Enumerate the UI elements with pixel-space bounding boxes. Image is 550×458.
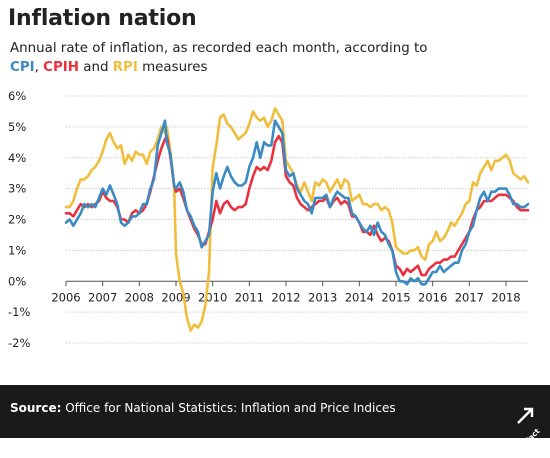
line-chart: -2% -1% 0% 1% 2% 3% 4% 5% 6% 2006 2007 2008 2009 201…: [8, 89, 530, 350]
x-tick-label: 2014: [345, 290, 374, 304]
subtitle-and: and: [83, 60, 109, 75]
x-tick-label: 2015: [381, 290, 410, 304]
y-tick-label: 5%: [8, 120, 26, 134]
x-tick-label: 2012: [271, 290, 300, 304]
x-axis-ticks: 2006 2007 2008 2009 2010 2011 2012 2013 2014 2015…: [51, 281, 521, 304]
x-tick-label: 2011: [235, 290, 264, 304]
y-tick-label: 2%: [8, 213, 26, 227]
x-tick-label: 2006: [51, 290, 80, 304]
source-label: Source:: [10, 401, 62, 415]
series-line-cpih: [64, 134, 530, 277]
x-tick-label: 2018: [491, 290, 520, 304]
subtitle-line-1: Annual rate of inflation, as recorded ea…: [10, 41, 428, 56]
legend-cpih: CPIH: [43, 60, 79, 75]
subtitle-separator: ,: [34, 60, 39, 75]
y-tick-label: 1%: [8, 243, 26, 257]
x-tick-label: 2009: [161, 290, 190, 304]
logo-text: Full Fact: [510, 426, 542, 458]
series-line-cpi: [64, 119, 530, 286]
legend-rpi: RPI: [112, 60, 138, 75]
subtitle-line-2: CPI, CPIH and RPI measures: [10, 58, 427, 77]
y-tick-label: 0%: [8, 274, 26, 288]
subtitle-measures: measures: [142, 60, 208, 75]
x-tick-label: 2010: [198, 290, 227, 304]
chart-subtitle: Annual rate of inflation, as recorded ea…: [10, 39, 427, 77]
source-note: Source: Office for National Statistics: …: [10, 401, 396, 415]
y-tick-label: 6%: [8, 89, 26, 103]
x-tick-label: 2013: [308, 290, 337, 304]
legend-cpi: CPI: [10, 60, 35, 75]
y-tick-label: 3%: [8, 182, 26, 196]
full-fact-arrow-icon: [517, 407, 534, 424]
y-tick-label: -2%: [8, 336, 30, 350]
x-tick-label: 2016: [418, 290, 447, 304]
series-lines: [64, 107, 530, 332]
y-tick-label: -1%: [8, 305, 30, 319]
x-tick-label: 2007: [88, 290, 117, 304]
y-tick-label: 4%: [8, 151, 26, 165]
x-tick-label: 2017: [455, 290, 484, 304]
chart-title: Inflation nation: [8, 6, 197, 31]
gridlines: [66, 95, 528, 344]
x-tick-label: 2008: [125, 290, 154, 304]
y-axis-ticks: -2% -1% 0% 1% 2% 3% 4% 5% 6%: [8, 89, 30, 350]
footer-bar: Source: Office for National Statistics: …: [0, 385, 550, 458]
source-value: Office for National Statistics: Inflatio…: [65, 401, 396, 415]
full-fact-logo: Full Fact: [502, 407, 542, 458]
